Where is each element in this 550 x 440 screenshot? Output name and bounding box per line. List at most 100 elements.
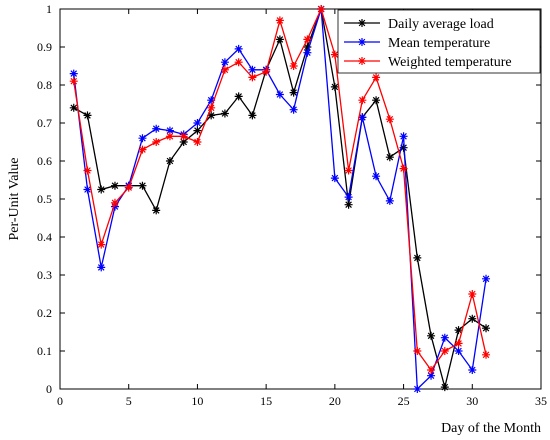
data-point <box>234 44 243 53</box>
data-point <box>207 111 216 120</box>
data-point <box>440 347 449 355</box>
data-point <box>303 48 312 57</box>
y-tick-label: 0.9 <box>37 40 52 54</box>
data-point <box>372 172 381 181</box>
data-point <box>234 58 243 67</box>
data-point <box>97 263 106 272</box>
data-point <box>138 145 147 154</box>
data-point <box>193 126 202 135</box>
data-point <box>399 164 408 173</box>
y-tick-label: 0.6 <box>37 154 52 168</box>
data-point <box>344 193 353 202</box>
data-point <box>248 73 257 82</box>
data-point <box>220 65 229 74</box>
data-point <box>179 138 188 146</box>
data-point <box>289 62 298 70</box>
data-point <box>344 166 353 175</box>
data-point <box>372 73 381 82</box>
data-point <box>83 111 92 120</box>
data-point <box>413 253 422 262</box>
data-point <box>97 240 106 249</box>
data-point <box>248 65 257 74</box>
data-point <box>372 96 381 105</box>
data-point <box>165 126 174 135</box>
legend-label: Weighted temperature <box>388 55 512 70</box>
data-point <box>220 109 229 118</box>
y-tick-label: 0.3 <box>37 268 52 282</box>
data-point <box>179 132 188 141</box>
data-point <box>124 183 133 192</box>
data-point <box>440 333 449 342</box>
data-point <box>110 181 119 190</box>
data-point <box>69 103 78 112</box>
data-point <box>138 181 147 190</box>
x-tick-label: 0 <box>57 394 63 408</box>
data-point <box>248 111 257 120</box>
data-point <box>468 290 477 298</box>
data-point <box>399 132 408 141</box>
y-tick-label: 0.1 <box>37 344 52 358</box>
data-point <box>152 124 161 133</box>
data-point <box>69 77 78 86</box>
data-point <box>303 35 312 44</box>
x-axis-label: Day of the Month <box>441 421 541 436</box>
data-point <box>454 339 463 348</box>
y-tick-label: 0.8 <box>37 78 52 92</box>
data-point <box>468 314 477 323</box>
data-point <box>385 153 394 162</box>
data-point <box>385 115 394 124</box>
data-point <box>289 105 298 114</box>
x-tick-label: 10 <box>191 394 203 408</box>
data-point <box>317 5 326 13</box>
y-tick-label: 0.2 <box>37 306 52 320</box>
series-3 <box>69 5 491 374</box>
plot-area: 0 5 10 15 20 25 30 35 0 0.1 0.2 0.3 0.4 0.5 0.6 0.7 0.8 0… <box>37 2 547 408</box>
legend-label: Daily average load <box>388 17 494 32</box>
legend-label: Mean temperature <box>388 36 490 51</box>
x-tick-label: 15 <box>260 394 272 408</box>
y-tick-label: 0.4 <box>37 230 52 244</box>
legend: Daily average load Mean temperature Weight… <box>337 9 541 74</box>
x-tick-label: 20 <box>329 394 341 408</box>
data-point <box>110 198 119 207</box>
data-point <box>193 138 202 146</box>
data-point <box>358 19 366 27</box>
data-point <box>358 38 366 46</box>
x-tick-label: 30 <box>466 394 478 408</box>
data-point <box>427 331 436 340</box>
y-tick-label: 0.7 <box>37 116 52 130</box>
data-point <box>262 67 271 76</box>
legend-item: Weighted temperature <box>344 55 512 70</box>
y-axis-label: Per-Unit Value <box>7 157 22 240</box>
data-point <box>83 166 92 175</box>
data-point <box>482 350 491 359</box>
legend-item: Mean temperature <box>344 36 490 51</box>
data-point <box>358 57 366 65</box>
data-point <box>427 366 436 374</box>
data-point <box>165 157 174 165</box>
data-point <box>207 96 216 105</box>
y-tick-label: 0.5 <box>37 192 52 206</box>
data-point <box>330 174 339 183</box>
data-point <box>220 58 229 67</box>
data-point <box>83 185 92 194</box>
data-point <box>344 200 353 209</box>
x-tick-label: 25 <box>398 394 410 408</box>
data-point <box>69 69 78 78</box>
data-point <box>97 185 106 194</box>
data-point <box>275 35 284 44</box>
data-point <box>454 326 463 335</box>
data-point <box>454 347 463 355</box>
data-point <box>303 43 312 51</box>
data-point <box>207 103 216 112</box>
data-point <box>152 206 161 215</box>
data-point <box>138 134 147 143</box>
series-2 <box>69 5 491 393</box>
data-point <box>385 196 394 205</box>
data-point <box>482 274 491 283</box>
data-point <box>152 138 161 146</box>
data-point <box>275 16 284 25</box>
data-point <box>440 383 449 392</box>
data-point <box>193 119 202 127</box>
